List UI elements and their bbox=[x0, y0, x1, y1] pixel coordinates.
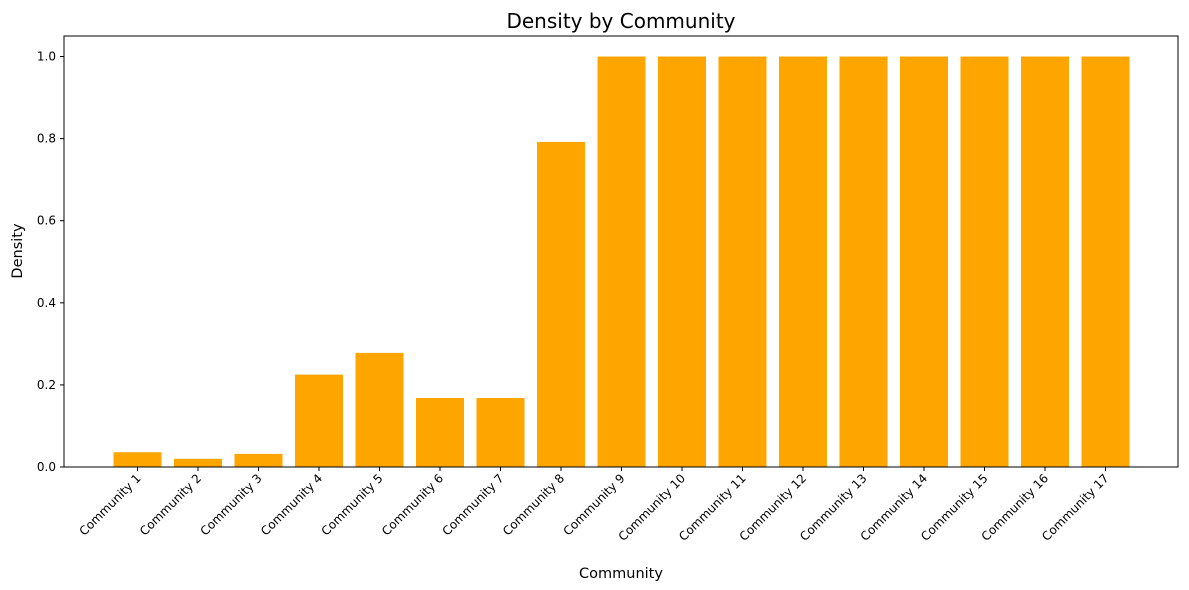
x-tick-label: Community 9 bbox=[561, 471, 628, 538]
bars-group bbox=[113, 56, 1130, 468]
x-tick-label: Community 5 bbox=[319, 471, 386, 538]
bar-community-11 bbox=[718, 56, 767, 468]
bar-community-15 bbox=[960, 56, 1009, 468]
y-tick-label: 0.2 bbox=[37, 378, 56, 392]
bar-community-10 bbox=[658, 56, 706, 468]
y-tick-label: 0.4 bbox=[37, 296, 56, 310]
x-tick-label: Community 4 bbox=[258, 471, 325, 538]
bar-community-6 bbox=[416, 398, 464, 467]
x-tick-label: Community 2 bbox=[137, 471, 204, 538]
bar-community-5 bbox=[355, 352, 404, 467]
x-tick-label: Community 8 bbox=[500, 471, 567, 538]
x-tick-label: Community 6 bbox=[379, 471, 446, 538]
bar-community-17 bbox=[1081, 56, 1130, 468]
x-tick-label: Community 1 bbox=[77, 471, 144, 538]
chart-title: Density by Community bbox=[506, 9, 735, 33]
bar-community-1 bbox=[113, 452, 162, 467]
y-tick-label: 0.8 bbox=[37, 132, 56, 146]
bar-community-8 bbox=[537, 141, 585, 467]
y-tick-label: 0.6 bbox=[37, 214, 56, 228]
x-axis-label: Community bbox=[579, 566, 663, 582]
bar-community-12 bbox=[779, 56, 827, 468]
y-axis: 0.0 0.2 0.4 0.6 0.8 1.0 bbox=[37, 50, 64, 474]
bar-community-9 bbox=[597, 56, 646, 468]
y-tick-label: 1.0 bbox=[37, 50, 56, 64]
bar-community-4 bbox=[295, 374, 343, 467]
y-axis-label: Density bbox=[10, 223, 26, 279]
bar-community-14 bbox=[900, 56, 948, 468]
x-tick-label: Community 7 bbox=[440, 471, 507, 538]
bar-community-3 bbox=[234, 453, 283, 467]
y-tick-label: 0.0 bbox=[37, 460, 56, 474]
bar-community-7 bbox=[476, 398, 525, 467]
bar-community-16 bbox=[1021, 56, 1069, 468]
plot-frame bbox=[63, 35, 1179, 468]
x-tick-label: Community 3 bbox=[198, 471, 265, 538]
bar-community-2 bbox=[174, 458, 222, 467]
bar-community-13 bbox=[839, 56, 888, 468]
